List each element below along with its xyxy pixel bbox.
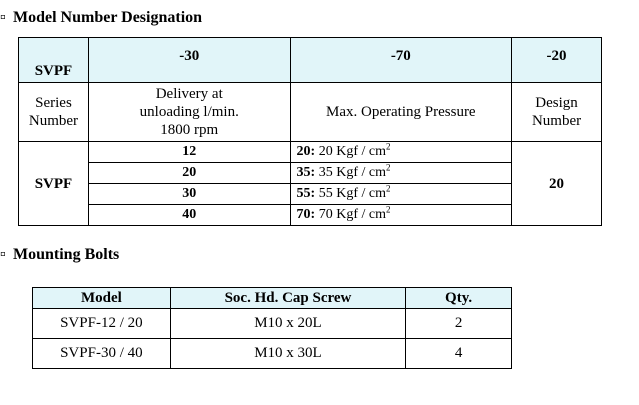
table-cell: 4 <box>405 338 512 369</box>
pressure-value: 35 Kgf / cm <box>318 165 386 180</box>
pressure-cell: 55: 55 Kgf / cm2 <box>289 183 513 205</box>
table-row: SVPF-30 / 40 M10 x 30L 4 <box>32 338 512 369</box>
desc-line: unloading l/min. <box>139 104 239 120</box>
column-header: Soc. Hd. Cap Screw <box>169 287 407 309</box>
section-heading-mounting-bolts: ▫ Mounting Bolts <box>0 246 119 264</box>
model-number-table: SVPF -30 -70 -20 Series Number Delivery … <box>18 37 602 226</box>
model-cell: SVPF <box>18 141 89 226</box>
desc-cell: Design Number <box>511 82 602 142</box>
delivery-cell: 12 <box>87 141 291 163</box>
pressure-cell: 35: 35 Kgf / cm2 <box>289 162 513 184</box>
pressure-value: 20 Kgf / cm <box>318 144 386 159</box>
section-heading-model-number: ▫ Model Number Designation <box>0 9 202 27</box>
header-cell: SVPF <box>18 37 89 83</box>
pressure-code: 20: <box>296 144 316 159</box>
table-cell: SVPF-30 / 40 <box>32 338 171 369</box>
desc-line: 1800 rpm <box>160 122 219 138</box>
section-bullet: ▫ <box>0 9 6 26</box>
desc-cell: Series Number <box>18 82 89 142</box>
table-row: SVPF-12 / 20 M10 x 20L 2 <box>32 308 512 339</box>
delivery-cell: 20 <box>87 162 291 184</box>
delivery-cell: 40 <box>87 204 291 226</box>
table-row: 30 55: 55 Kgf / cm2 <box>19 183 602 205</box>
section-title: Model Number Designation <box>13 9 203 26</box>
header-cell: -70 <box>289 37 513 83</box>
header-cell: -20 <box>511 37 602 83</box>
table-cell: M10 x 30L <box>169 338 407 369</box>
pressure-exponent: 2 <box>385 141 391 152</box>
pressure-exponent: 2 <box>385 183 391 194</box>
column-header: Model <box>32 287 171 309</box>
pressure-code: 55: <box>296 186 316 201</box>
column-header: Qty. <box>405 287 512 309</box>
delivery-cell: 30 <box>87 183 291 205</box>
pressure-value: 55 Kgf / cm <box>318 186 386 201</box>
pressure-code: 70: <box>296 207 316 222</box>
table-cell: SVPF-12 / 20 <box>32 308 171 339</box>
pressure-exponent: 2 <box>385 162 391 173</box>
desc-line: Number <box>531 113 582 129</box>
desc-cell: Delivery at unloading l/min. 1800 rpm <box>87 82 291 142</box>
pressure-cell: 70: 70 Kgf / cm2 <box>289 204 513 226</box>
pressure-value: 70 Kgf / cm <box>318 207 386 222</box>
section-bullet: ▫ <box>0 246 6 263</box>
table-cell: M10 x 20L <box>169 308 407 339</box>
desc-line: Design <box>535 95 578 111</box>
pressure-code: 35: <box>296 165 316 180</box>
desc-line: Number <box>28 113 79 129</box>
table-row: SVPF -30 -70 -20 <box>18 37 602 83</box>
mounting-bolts-table: Model Soc. Hd. Cap Screw Qty. SVPF-12 / … <box>32 287 512 369</box>
header-cell: -30 <box>87 37 291 83</box>
table-cell: 2 <box>405 308 512 339</box>
section-title: Mounting Bolts <box>13 246 120 263</box>
pressure-exponent: 2 <box>385 204 391 215</box>
pressure-cell: 20: 20 Kgf / cm2 <box>289 141 513 163</box>
desc-cell: Max. Operating Pressure <box>289 82 513 142</box>
table-row: 40 70: 70 Kgf / cm2 <box>19 204 602 226</box>
desc-line: Delivery at <box>155 86 223 102</box>
table-row: Model Soc. Hd. Cap Screw Qty. <box>32 287 512 309</box>
desc-line: Series <box>35 95 72 111</box>
design-cell: 20 <box>511 141 602 226</box>
table-row: SVPF 12 20: 20 Kgf / cm2 20 <box>18 141 602 226</box>
table-row: Series Number Delivery at unloading l/mi… <box>18 82 602 142</box>
